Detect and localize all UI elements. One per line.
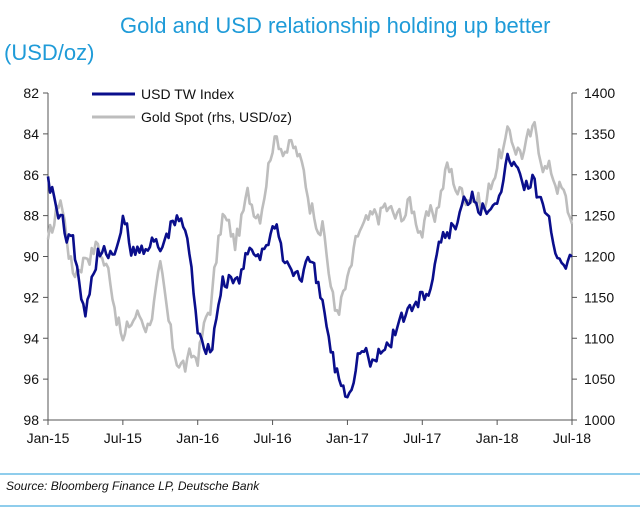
left-tick-label: 92 bbox=[23, 289, 39, 305]
left-tick-label: 86 bbox=[23, 167, 39, 183]
x-tick-label: Jan-15 bbox=[27, 430, 70, 446]
x-tick-label: Jan-16 bbox=[176, 430, 219, 446]
right-tick-label: 1150 bbox=[584, 289, 614, 305]
left-tick-label: 94 bbox=[23, 330, 39, 346]
source-note: Source: Bloomberg Finance LP, Deutsche B… bbox=[6, 479, 260, 493]
x-tick-label: Jul-15 bbox=[104, 430, 142, 446]
x-tick-label: Jan-17 bbox=[326, 430, 369, 446]
left-tick-label: 96 bbox=[23, 371, 39, 387]
legend-label-gold: Gold Spot (rhs, USD/oz) bbox=[141, 109, 292, 125]
right-tick-label: 1100 bbox=[584, 330, 614, 346]
right-tick-label: 1250 bbox=[584, 208, 615, 224]
right-tick-label: 1350 bbox=[584, 126, 615, 142]
chart-title: Gold and USD relationship holding up bet… bbox=[120, 13, 551, 38]
right-tick-label: 1300 bbox=[584, 167, 615, 183]
series-line-usd-tw-index bbox=[46, 152, 573, 399]
legend: USD TW Index Gold Spot (rhs, USD/oz) bbox=[92, 86, 292, 125]
right-tick-label: 1050 bbox=[584, 371, 615, 387]
right-tick-label: 1000 bbox=[584, 412, 615, 428]
right-tick-label: 1400 bbox=[584, 85, 615, 101]
axes: 82 84 86 88 90 92 94 96 98 1400 1350 1300 1250 1200 11… bbox=[23, 85, 615, 446]
x-tick-label: Jan-18 bbox=[476, 430, 519, 446]
legend-label-usd: USD TW Index bbox=[141, 86, 234, 102]
left-tick-label: 90 bbox=[23, 249, 39, 265]
series-line-gold-spot bbox=[46, 120, 574, 373]
series-layer bbox=[46, 120, 574, 399]
left-tick-label: 84 bbox=[23, 126, 39, 142]
right-tick-label: 1200 bbox=[584, 249, 615, 265]
left-tick-label: 98 bbox=[23, 412, 39, 428]
x-tick-label: Jul-17 bbox=[403, 430, 441, 446]
left-tick-label: 88 bbox=[23, 208, 39, 224]
x-tick-label: Jul-18 bbox=[553, 430, 591, 446]
chart-subtitle: (USD/oz) bbox=[4, 40, 94, 65]
left-tick-label: 82 bbox=[23, 85, 39, 101]
x-tick-label: Jul-16 bbox=[254, 430, 292, 446]
